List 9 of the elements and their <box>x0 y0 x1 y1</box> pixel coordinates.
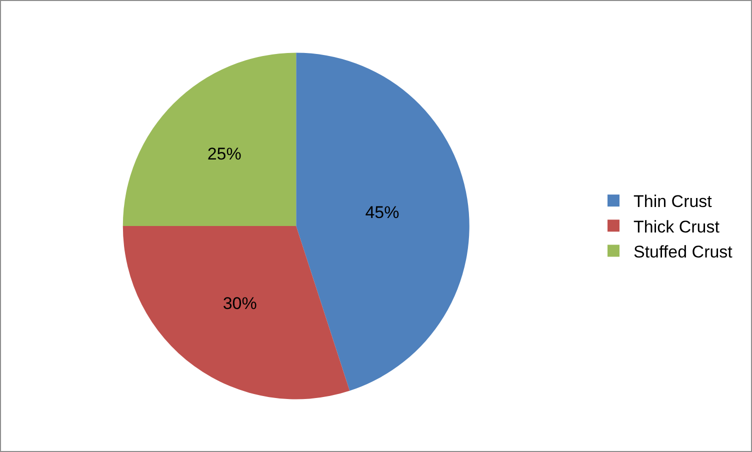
pie-slice <box>122 52 296 226</box>
legend-label: Stuffed Crust <box>634 242 733 262</box>
data-label: 45% <box>365 202 400 222</box>
legend-label: Thick Crust <box>634 217 720 236</box>
pie-slice <box>122 226 350 399</box>
data-label: 30% <box>222 294 257 313</box>
legend-label: Thin Crust <box>634 192 712 212</box>
pie-slice <box>296 52 470 391</box>
data-label: 25% <box>207 144 242 164</box>
